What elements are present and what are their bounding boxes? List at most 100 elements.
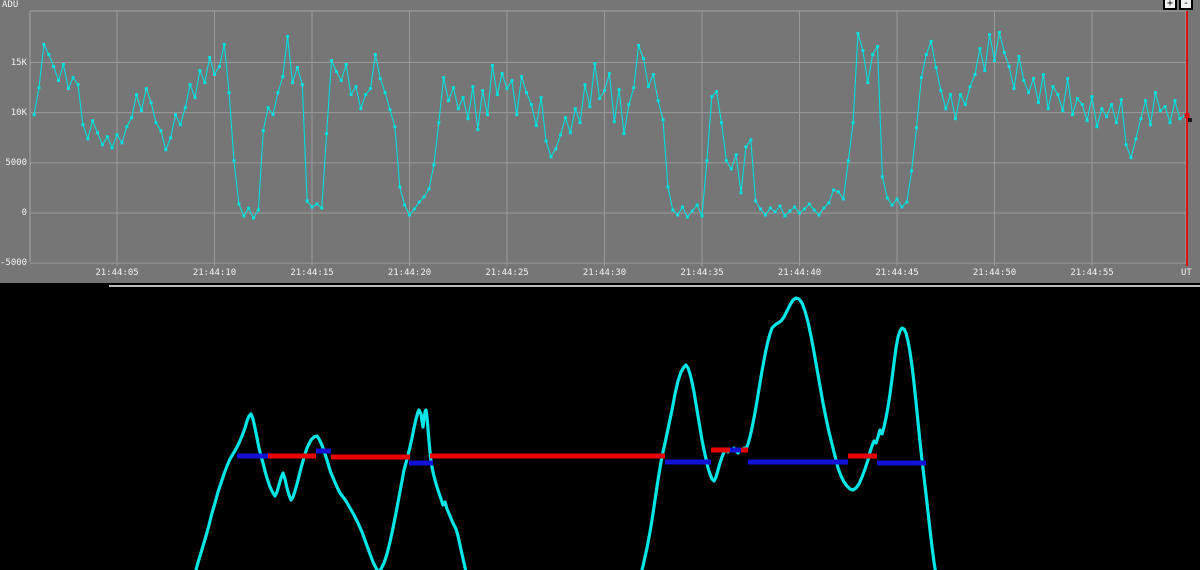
data-point-marker [724, 159, 728, 163]
data-point-marker [1095, 125, 1099, 129]
data-point-marker [841, 197, 845, 201]
data-point-marker [593, 62, 597, 65]
data-point-marker [671, 208, 675, 212]
data-point-marker [442, 76, 446, 80]
profile-curve [194, 296, 937, 570]
data-point-marker [456, 107, 460, 111]
x-tick-label: 21:44:20 [387, 268, 432, 278]
data-point-marker [681, 205, 684, 209]
data-point-marker [564, 116, 567, 120]
data-point-marker [1017, 55, 1021, 58]
data-point-marker [325, 132, 329, 136]
data-point-marker [637, 43, 641, 47]
data-point-marker [861, 49, 865, 52]
data-point-marker [910, 169, 914, 173]
data-point-marker [822, 206, 826, 210]
data-point-marker [105, 135, 109, 139]
y-tick-label: 5000 [5, 157, 27, 168]
data-point-marker [505, 87, 509, 91]
adu-timeseries-plot[interactable] [0, 0, 1200, 283]
data-point-marker [807, 202, 811, 206]
data-point-marker [344, 63, 348, 66]
data-point-marker [198, 69, 202, 72]
data-point-marker [144, 87, 148, 91]
data-point-marker [988, 32, 992, 36]
data-point-marker [242, 214, 246, 218]
data-point-marker [237, 202, 241, 206]
data-point-marker [954, 117, 957, 121]
data-point-marker [778, 204, 782, 208]
data-point-marker [66, 87, 70, 91]
data-point-marker [417, 200, 421, 204]
data-point-marker [705, 159, 709, 163]
data-point-marker [1071, 113, 1074, 117]
data-point-marker [1158, 109, 1162, 113]
data-point-marker [568, 131, 572, 135]
data-point-marker [676, 213, 680, 217]
data-point-marker [1149, 123, 1152, 127]
data-point-marker [958, 93, 962, 97]
data-point-marker [612, 120, 616, 124]
data-point-marker [817, 213, 821, 217]
data-point-marker [627, 103, 631, 107]
data-point-marker [1056, 93, 1060, 97]
data-point-marker [120, 141, 124, 145]
zoom-out-button[interactable]: - [1179, 0, 1193, 10]
data-point-marker [968, 85, 972, 89]
x-tick-label: 21:44:30 [582, 268, 627, 278]
data-point-marker [915, 126, 918, 130]
data-point-marker [871, 53, 875, 56]
data-point-marker [466, 117, 470, 121]
data-point-marker [1036, 101, 1040, 105]
data-point-marker [544, 139, 548, 143]
data-point-marker [76, 83, 80, 87]
data-point-marker [695, 203, 699, 207]
x-tick-label: 21:44:50 [972, 268, 1017, 278]
adu-series-line [33, 32, 1185, 220]
data-point-marker [447, 99, 450, 103]
data-point-marker [486, 113, 489, 117]
data-point-marker [100, 143, 104, 147]
data-point-marker [1119, 98, 1123, 102]
data-point-marker [286, 34, 290, 38]
data-point-marker [983, 69, 987, 72]
data-point-marker [783, 214, 787, 218]
data-point-marker [174, 113, 177, 117]
zoom-in-button[interactable]: + [1163, 0, 1177, 10]
x-axis-unit-label: UT [1181, 268, 1192, 278]
data-point-marker [408, 213, 411, 217]
data-point-marker [349, 93, 353, 97]
data-point-marker [866, 81, 870, 85]
data-point-marker [61, 63, 65, 66]
data-point-marker [437, 121, 441, 125]
data-point-marker [1051, 85, 1055, 89]
data-point-marker [603, 89, 606, 93]
data-point-marker [1041, 73, 1045, 76]
data-point-marker [997, 30, 1001, 34]
data-point-marker [213, 73, 216, 76]
data-point-marker [1066, 77, 1070, 81]
data-point-marker [295, 66, 299, 69]
data-point-marker [130, 116, 134, 120]
data-point-marker [139, 109, 143, 113]
data-point-marker [1114, 121, 1118, 125]
data-point-marker [900, 205, 904, 209]
data-point-marker [476, 128, 480, 132]
data-point-marker [710, 95, 714, 99]
data-point-marker [81, 123, 85, 127]
data-point-marker [583, 83, 587, 87]
data-point-marker [539, 96, 543, 100]
intensity-profile-plot [194, 296, 937, 570]
plot-border [29, 10, 1187, 262]
data-point-marker [739, 191, 743, 195]
data-point-marker [1012, 87, 1016, 91]
data-point-marker [729, 167, 733, 171]
data-point-marker [525, 91, 528, 95]
data-point-marker [973, 73, 977, 76]
data-point-marker [515, 113, 519, 117]
data-point-marker [832, 188, 836, 192]
data-point-marker [52, 65, 56, 68]
panel-separator [109, 285, 1200, 287]
adu-chart-panel: ADU -5000 0 5000 10K 15K 21:44:05 21:44:10 21:… [0, 0, 1200, 283]
data-point-marker [339, 79, 343, 83]
